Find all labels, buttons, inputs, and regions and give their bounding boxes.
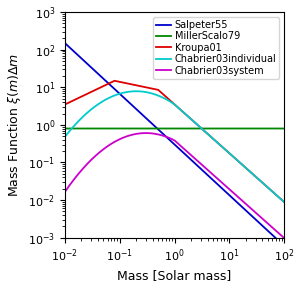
- Legend: Salpeter55, MillerScalo79, Kroupa01, Chabrier03individual, Chabrier03system: Salpeter55, MillerScalo79, Kroupa01, Cha…: [153, 17, 279, 79]
- Chabrier03individual: [88, 109, 92, 112]
- Chabrier03individual: [278, 197, 282, 200]
- Salpeter55: [157, 128, 160, 131]
- Kroupa01: [63, 103, 67, 106]
- Kroupa01: [112, 79, 116, 82]
- Salpeter55: [88, 65, 92, 68]
- Chabrier03individual: [255, 176, 258, 179]
- Y-axis label: Mass Function $\xi(m)\Delta m$: Mass Function $\xi(m)\Delta m$: [6, 53, 22, 197]
- Line: Salpeter55: Salpeter55: [65, 43, 284, 246]
- Kroupa01: [147, 86, 151, 90]
- MillerScalo79: [157, 127, 160, 130]
- Chabrier03individual: [63, 135, 67, 139]
- Chabrier03individual: [157, 94, 160, 97]
- MillerScalo79: [278, 127, 282, 130]
- Chabrier03individual: [282, 200, 286, 204]
- Chabrier03system: [282, 236, 286, 240]
- Salpeter55: [282, 244, 286, 248]
- Chabrier03system: [147, 131, 151, 135]
- Kroupa01: [101, 85, 105, 88]
- Chabrier03individual: [134, 90, 138, 93]
- Kroupa01: [278, 197, 282, 200]
- Chabrier03individual: [147, 91, 151, 94]
- Chabrier03system: [255, 212, 258, 215]
- Salpeter55: [147, 119, 151, 123]
- Chabrier03system: [88, 160, 92, 163]
- Line: Kroupa01: Kroupa01: [65, 81, 284, 202]
- Line: Chabrier03individual: Chabrier03individual: [65, 91, 284, 202]
- Kroupa01: [88, 91, 92, 94]
- Kroupa01: [157, 88, 160, 92]
- Kroupa01: [255, 176, 258, 179]
- MillerScalo79: [101, 127, 105, 130]
- Kroupa01: [282, 200, 286, 204]
- Chabrier03system: [157, 133, 160, 136]
- Chabrier03system: [101, 148, 105, 151]
- MillerScalo79: [282, 127, 286, 130]
- Salpeter55: [63, 41, 67, 45]
- Chabrier03system: [63, 190, 67, 194]
- MillerScalo79: [88, 127, 92, 130]
- Chabrier03system: [278, 233, 282, 236]
- MillerScalo79: [254, 127, 258, 130]
- MillerScalo79: [147, 127, 151, 130]
- MillerScalo79: [63, 127, 67, 130]
- Salpeter55: [278, 240, 282, 244]
- Chabrier03system: [144, 131, 148, 135]
- Line: Chabrier03system: Chabrier03system: [65, 133, 284, 238]
- X-axis label: Mass [Solar mass]: Mass [Solar mass]: [117, 270, 232, 283]
- Salpeter55: [254, 218, 258, 222]
- Chabrier03individual: [101, 99, 105, 103]
- Salpeter55: [101, 77, 105, 80]
